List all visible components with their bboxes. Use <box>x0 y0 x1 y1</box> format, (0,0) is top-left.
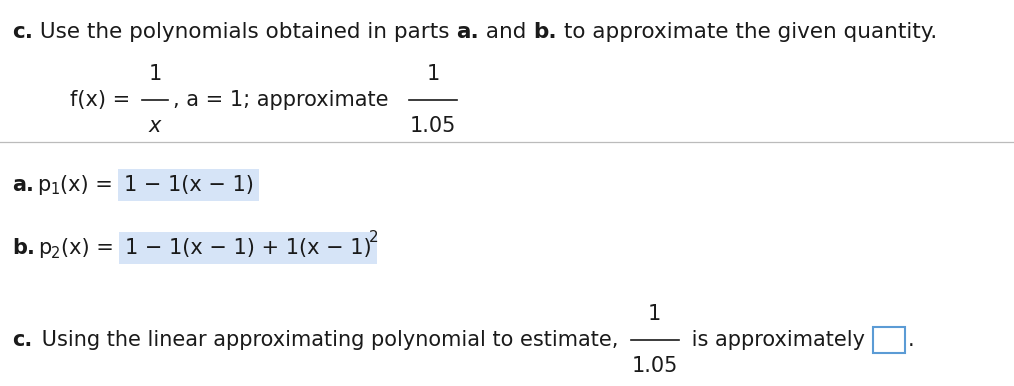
Text: (x) =: (x) = <box>60 175 120 195</box>
Text: , a = 1; approximate: , a = 1; approximate <box>172 90 388 110</box>
Text: Using the linear approximating polynomial to estimate,: Using the linear approximating polynomia… <box>35 330 619 350</box>
Text: 2: 2 <box>51 245 61 261</box>
Text: b.: b. <box>533 22 557 42</box>
Text: 1 − 1(x − 1): 1 − 1(x − 1) <box>124 175 254 195</box>
Text: 1 − 1(x − 1) + 1(x − 1): 1 − 1(x − 1) + 1(x − 1) <box>125 238 371 258</box>
Text: b.: b. <box>12 238 34 258</box>
Text: 1: 1 <box>148 64 161 84</box>
Text: p: p <box>38 238 51 258</box>
Text: Use the polynomials obtained in parts: Use the polynomials obtained in parts <box>33 22 456 42</box>
Text: 1.05: 1.05 <box>411 116 456 136</box>
Text: 2: 2 <box>369 230 379 245</box>
Text: 1.05: 1.05 <box>632 356 677 376</box>
Text: p: p <box>37 175 50 195</box>
Text: .: . <box>908 330 915 350</box>
Text: a.: a. <box>456 22 480 42</box>
FancyBboxPatch shape <box>873 327 904 353</box>
Text: a.: a. <box>12 175 33 195</box>
Text: c.: c. <box>12 330 32 350</box>
Text: to approximate the given quantity.: to approximate the given quantity. <box>557 22 937 42</box>
Text: 1: 1 <box>427 64 440 84</box>
Text: f(x) =: f(x) = <box>70 90 137 110</box>
Text: c.: c. <box>12 22 33 42</box>
Text: (x) =: (x) = <box>61 238 121 258</box>
Text: 1: 1 <box>50 183 60 198</box>
Text: is approximately: is approximately <box>684 330 865 350</box>
Text: 1: 1 <box>648 304 661 324</box>
Text: and: and <box>480 22 533 42</box>
Text: x: x <box>149 116 161 136</box>
